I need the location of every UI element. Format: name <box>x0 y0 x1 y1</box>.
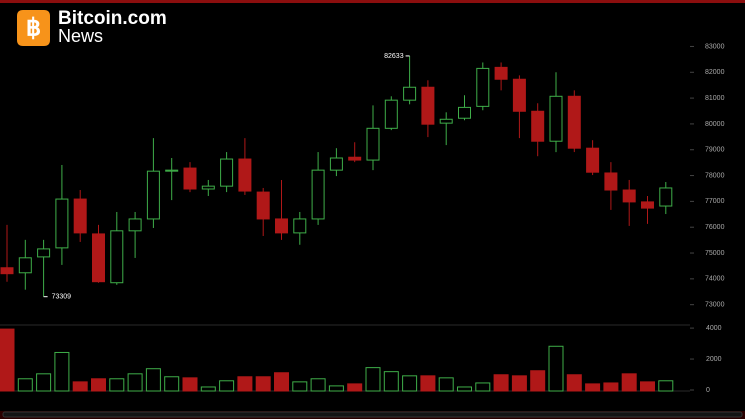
candle-body <box>37 248 51 258</box>
volume-bar <box>365 367 381 392</box>
volume-tick-label: 0 <box>706 387 710 394</box>
volume-tick-label: 4000 <box>706 325 722 332</box>
candle-body <box>329 157 343 171</box>
y-tick-label: 77000 <box>705 198 725 205</box>
volume-bar <box>145 368 161 392</box>
volume-bar <box>420 375 436 392</box>
volume-bar <box>621 373 637 392</box>
volume-bar <box>237 376 253 392</box>
volume-bar <box>219 380 235 392</box>
volume-bar <box>109 378 125 392</box>
volume-bar <box>511 375 527 392</box>
volume-bar <box>548 345 564 392</box>
candle-body <box>586 147 600 173</box>
volume-bar <box>603 382 619 392</box>
candle-body <box>55 198 69 249</box>
y-tick-label: 80000 <box>705 121 725 128</box>
candle-body <box>421 86 435 125</box>
candle-body <box>439 118 453 124</box>
candle-body <box>494 66 508 80</box>
volume-bar <box>493 374 509 392</box>
volume-bar <box>402 375 418 392</box>
candle-body <box>110 230 124 284</box>
brand-sub: News <box>58 26 103 46</box>
candle-body <box>256 191 270 220</box>
candle-body <box>531 110 545 142</box>
y-tick-label: 82000 <box>705 69 725 76</box>
candle-body <box>366 127 380 161</box>
volume-bar <box>347 383 363 392</box>
top-border <box>0 0 745 3</box>
candle-body <box>458 106 471 119</box>
high-label: 82633 <box>384 53 404 60</box>
candle-body <box>128 218 142 232</box>
candle-body <box>348 156 362 161</box>
logo-glyph: ฿ <box>26 14 41 41</box>
volume-bar <box>200 386 216 392</box>
candle-body <box>275 218 288 234</box>
candle-body <box>403 86 417 101</box>
candle-body <box>220 158 234 187</box>
candle-body <box>18 257 32 274</box>
low-label: 73309 <box>52 294 72 301</box>
candle-body <box>384 99 398 129</box>
y-tick-label: 79000 <box>705 147 725 154</box>
logo: ฿ Bitcoin.com News <box>17 8 167 46</box>
volume-bar <box>328 385 344 392</box>
candle-body <box>183 167 197 190</box>
volume-bar <box>438 377 454 392</box>
candle-body <box>293 218 307 234</box>
volume-bar <box>255 376 271 392</box>
volume-bar <box>640 381 655 392</box>
y-tick-label: 75000 <box>705 250 725 257</box>
candle-body <box>659 187 673 207</box>
volume-bar <box>91 378 106 392</box>
volume-bar <box>383 371 399 392</box>
volume-bar <box>72 381 88 392</box>
scroll-thumb[interactable] <box>2 411 743 418</box>
logo-icon <box>17 10 50 46</box>
volume-bar <box>566 374 582 392</box>
volume-bar <box>292 381 308 392</box>
candle-body <box>73 198 87 234</box>
candle-body <box>165 169 179 172</box>
volume-bar <box>0 328 15 392</box>
volume-bar <box>274 372 289 392</box>
candle-body <box>146 170 160 220</box>
volume-tick-label: 2000 <box>706 356 722 363</box>
candle-body <box>201 185 215 190</box>
candle-body <box>238 158 252 192</box>
candle-body <box>92 233 105 283</box>
candle-body <box>549 95 563 142</box>
volume-bar <box>658 380 674 392</box>
volume-bar <box>475 382 491 392</box>
volume-bar <box>36 373 52 392</box>
volume-bar <box>457 386 472 392</box>
y-tick-label: 74000 <box>705 276 725 283</box>
y-tick-label: 83000 <box>705 43 725 50</box>
volume-bar <box>17 378 33 392</box>
candle-body <box>641 201 654 209</box>
y-tick-label: 73000 <box>705 302 725 309</box>
brand: Bitcoin.com <box>58 8 167 29</box>
y-tick-label: 76000 <box>705 224 725 231</box>
y-tick-label: 78000 <box>705 172 725 179</box>
candle-body <box>622 189 636 203</box>
candle-body <box>567 95 581 149</box>
volume-bar <box>182 377 198 392</box>
candle-body <box>0 267 14 275</box>
volume-bar <box>310 378 326 392</box>
volume-bar <box>54 351 70 392</box>
volume-bar <box>530 370 546 392</box>
candle-body <box>512 78 526 112</box>
candle-body <box>311 169 325 220</box>
volume-bar <box>164 376 180 392</box>
candle-body <box>476 67 490 107</box>
volume-bar <box>585 383 601 392</box>
y-tick-label: 81000 <box>705 95 725 102</box>
volume-bar <box>127 373 143 392</box>
candle-body <box>604 172 618 191</box>
